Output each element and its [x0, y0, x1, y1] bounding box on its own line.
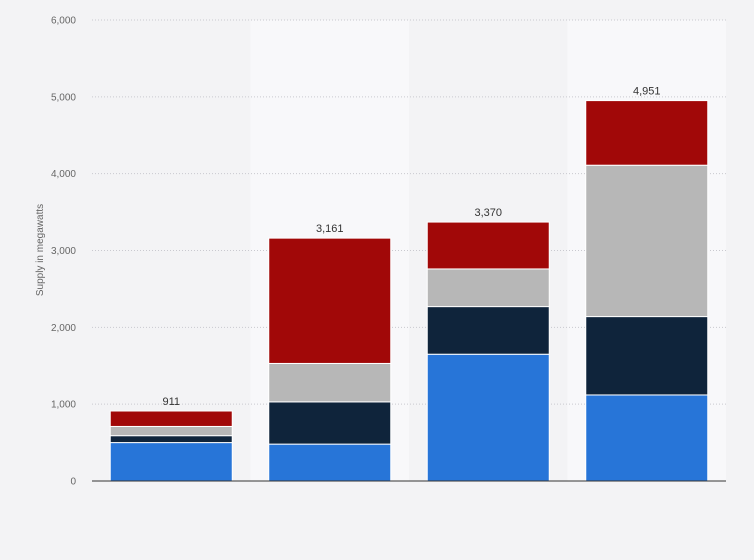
- bar-3-segment-2[interactable]: [585, 164, 709, 318]
- bar-0-segment-2[interactable]: [109, 425, 233, 437]
- bar-3-segment-0[interactable]: [585, 394, 709, 482]
- bar-1-segment-2[interactable]: [268, 362, 392, 403]
- bar-1-segment-0[interactable]: [268, 443, 392, 482]
- y-tick-label: 6,000: [51, 16, 76, 27]
- y-tick-label: 1,000: [51, 400, 76, 411]
- total-labels: 911 3,161 3,370 4,951: [162, 86, 660, 408]
- bar-3-segment-3[interactable]: [585, 100, 709, 166]
- bar-1-segment-3[interactable]: [268, 237, 392, 364]
- y-tick-label: 0: [70, 477, 76, 488]
- bar-0-segment-3[interactable]: [109, 410, 233, 427]
- bar-total-label-1: 3,161: [316, 223, 344, 235]
- y-tick-label: 3,000: [51, 246, 76, 257]
- bar-2-segment-3[interactable]: [426, 221, 550, 270]
- bar-total-label-0: 911: [162, 396, 180, 408]
- bar-total-label-2: 3,370: [474, 207, 502, 219]
- y-tick-label: 4,000: [51, 169, 76, 180]
- bar-0-segment-1[interactable]: [109, 435, 233, 444]
- y-axis-title: Supply in megawatts: [35, 204, 46, 296]
- bar-total-label-3: 4,951: [633, 86, 661, 98]
- bar-2-segment-2[interactable]: [426, 268, 550, 308]
- y-tick-label: 2,000: [51, 323, 76, 334]
- bars: [109, 100, 709, 482]
- bar-0-segment-0[interactable]: [109, 442, 233, 482]
- bar-2-segment-0[interactable]: [426, 353, 550, 482]
- bar-3-segment-1[interactable]: [585, 316, 709, 396]
- axes: 0 1,000 2,000 3,000 4,000 5,000 6,000: [51, 16, 726, 488]
- y-tick-label: 5,000: [51, 92, 76, 103]
- bar-1-segment-1[interactable]: [268, 401, 392, 445]
- bar-2-segment-1[interactable]: [426, 306, 550, 355]
